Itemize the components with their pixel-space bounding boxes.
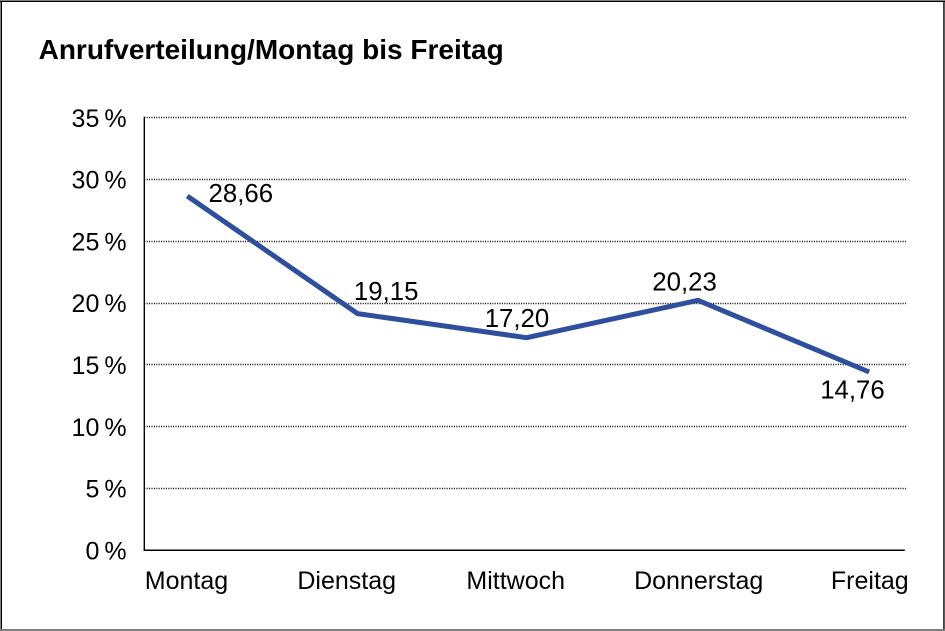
svg-text:15 %: 15 %: [72, 352, 127, 380]
svg-text:14,76: 14,76: [820, 376, 885, 404]
svg-text:10 %: 10 %: [72, 414, 127, 442]
svg-text:Freitag: Freitag: [831, 567, 909, 595]
svg-text:5 %: 5 %: [85, 476, 126, 504]
svg-text:20,23: 20,23: [652, 268, 717, 296]
svg-text:30 %: 30 %: [72, 167, 127, 195]
svg-text:19,15: 19,15: [354, 278, 419, 306]
svg-text:0 %: 0 %: [85, 537, 126, 565]
svg-text:Anrufverteilung/Montag bis Fre: Anrufverteilung/Montag bis Freitag: [39, 34, 504, 65]
svg-text:Mittwoch: Mittwoch: [466, 567, 565, 595]
svg-text:Montag: Montag: [145, 567, 228, 595]
svg-text:17,20: 17,20: [485, 305, 550, 333]
svg-text:25 %: 25 %: [72, 228, 127, 256]
svg-text:Donnerstag: Donnerstag: [634, 567, 763, 595]
svg-text:20 %: 20 %: [72, 290, 127, 318]
svg-text:35 %: 35 %: [72, 105, 127, 133]
svg-text:Dienstag: Dienstag: [297, 567, 396, 595]
svg-text:28,66: 28,66: [209, 180, 274, 208]
